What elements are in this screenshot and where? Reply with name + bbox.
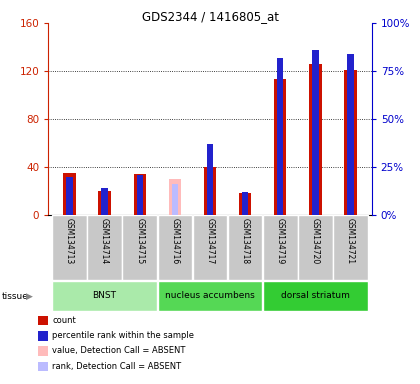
Text: ▶: ▶ (26, 292, 33, 301)
Text: GSM134718: GSM134718 (241, 218, 249, 265)
Text: BNST: BNST (92, 291, 116, 301)
Bar (158, 281, 262, 311)
Text: rank, Detection Call = ABSENT: rank, Detection Call = ABSENT (52, 362, 181, 371)
Bar (52, 215, 87, 280)
Bar (158, 215, 192, 280)
Bar (134, 174, 146, 215)
Bar (263, 281, 368, 311)
Text: value, Detection Call = ABSENT: value, Detection Call = ABSENT (52, 346, 186, 356)
Bar (333, 215, 368, 280)
Text: GSM134717: GSM134717 (205, 218, 215, 265)
Bar (228, 215, 262, 280)
Bar (87, 215, 122, 280)
Text: GSM134716: GSM134716 (171, 218, 179, 265)
Bar (193, 215, 227, 280)
Text: GSM134720: GSM134720 (311, 218, 320, 265)
Bar (169, 179, 181, 215)
Text: GSM134719: GSM134719 (276, 218, 285, 265)
Text: GSM134721: GSM134721 (346, 218, 355, 265)
Text: GSM134713: GSM134713 (65, 218, 74, 265)
Bar (309, 64, 322, 215)
Bar (136, 175, 143, 215)
Bar (274, 79, 286, 215)
Bar (52, 281, 157, 311)
Bar (101, 188, 108, 215)
Bar (63, 173, 76, 215)
Bar (242, 192, 248, 215)
Bar (123, 215, 157, 280)
Bar (263, 215, 297, 280)
Text: percentile rank within the sample: percentile rank within the sample (52, 331, 194, 340)
Text: tissue: tissue (2, 292, 29, 301)
Text: GSM134715: GSM134715 (135, 218, 144, 265)
Bar (298, 215, 333, 280)
Bar (312, 50, 319, 215)
Bar (207, 144, 213, 215)
Text: dorsal striatum: dorsal striatum (281, 291, 350, 301)
Bar (344, 70, 357, 215)
Bar (98, 191, 111, 215)
Bar (239, 194, 251, 215)
Text: count: count (52, 316, 76, 325)
Bar (172, 184, 178, 215)
Bar (347, 54, 354, 215)
Text: GDS2344 / 1416805_at: GDS2344 / 1416805_at (142, 10, 278, 23)
Text: nucleus accumbens: nucleus accumbens (165, 291, 255, 301)
Text: GSM134714: GSM134714 (100, 218, 109, 265)
Bar (66, 177, 73, 215)
Bar (204, 167, 216, 215)
Bar (277, 58, 284, 215)
